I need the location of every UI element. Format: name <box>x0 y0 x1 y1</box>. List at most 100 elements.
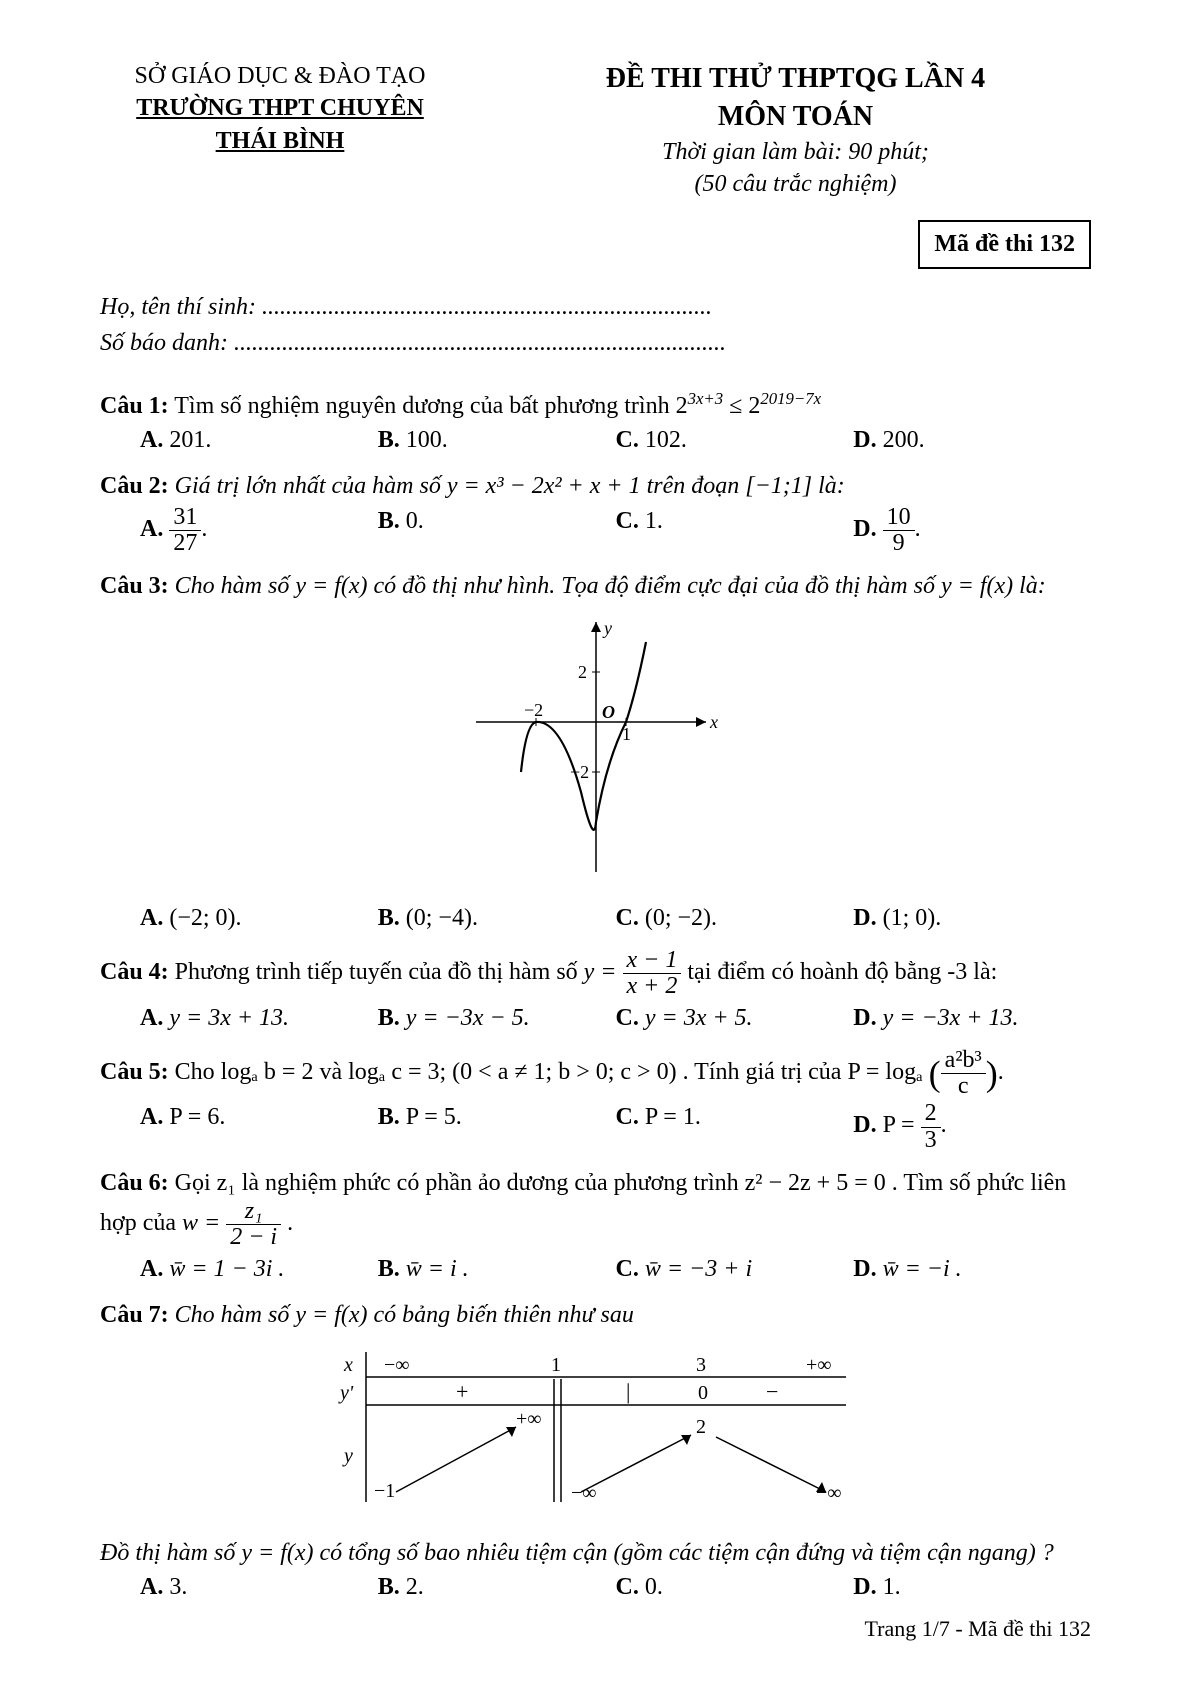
q5-P-den: c <box>941 1074 986 1099</box>
q2-opt-d: D. 109. <box>853 505 1091 556</box>
q3-graph: y x O −2 1 2 −2 <box>100 612 1091 891</box>
question-2: Câu 2: Giá trị lớn nhất của hàm số y = x… <box>100 470 1091 556</box>
opt-label-b: B. <box>378 1104 400 1130</box>
question-1: Câu 1: Tìm số nghiệm nguyên dương của bấ… <box>100 388 1091 457</box>
q1-opt-d: D. 200. <box>853 424 1091 456</box>
opt-label-d: D. <box>853 905 876 931</box>
q2-opt-c: C. 1. <box>616 505 854 556</box>
q7-a-val: 3. <box>169 1574 187 1600</box>
q1-opt-a: A. 201. <box>140 424 378 456</box>
student-id-line: Số báo danh: ...........................… <box>100 327 1091 359</box>
q7-c-val: 0. <box>645 1574 663 1600</box>
opt-label-d: D. <box>853 1113 876 1139</box>
question-6: Câu 6: Gọi z₁ là nghiệm phức có phần ảo … <box>100 1167 1091 1285</box>
q4-frac-num: x − 1 <box>623 948 682 974</box>
student-name-line: Họ, tên thí sinh: ......................… <box>100 291 1091 323</box>
q7-ymid: 2 <box>696 1416 706 1438</box>
q7-bvt-svg: x y' y −∞ 1 3 +∞ + | 0 − <box>326 1347 866 1507</box>
q5-d-den: 3 <box>921 1128 941 1153</box>
q7-yp0: + <box>456 1379 468 1404</box>
q2-options: A. 3127. B. 0. C. 1. D. 109. <box>140 505 1091 556</box>
q7-bvt-wrap: x y' y −∞ 1 3 +∞ + | 0 − <box>100 1341 1091 1526</box>
header-left: SỞ GIÁO DỤC & ĐÀO TẠO TRƯỜNG THPT CHUYÊN… <box>100 60 460 200</box>
question-4: Câu 4: Phương trình tiếp tuyến của đồ th… <box>100 948 1091 1034</box>
q1-label: Câu 1: <box>100 393 169 419</box>
q6-d-val: w̄ = −i . <box>883 1256 962 1282</box>
q2-d-num: 10 <box>883 505 915 531</box>
q7-yp2: 0 <box>698 1382 708 1404</box>
q5-stem: Cho logₐ b = 2 và logₐ c = 3; (0 < a ≠ 1… <box>169 1059 848 1085</box>
q7-x2: 3 <box>696 1354 706 1376</box>
opt-label-c: C. <box>616 1104 639 1130</box>
question-5: Câu 5: Cho logₐ b = 2 và logₐ c = 3; (0 … <box>100 1048 1091 1153</box>
q4-c-val: y = 3x + 5. <box>645 1005 753 1031</box>
q4-frac-den: x + 2 <box>623 974 682 999</box>
svg-text:y: y <box>342 1445 353 1467</box>
q1-expr-le: ≤ <box>723 393 748 419</box>
q6-opt-b: B. w̄ = i . <box>378 1253 616 1285</box>
q5-a-val: P = 6. <box>169 1104 225 1130</box>
q7-text: Câu 7: Cho hàm số y = f(x) có bảng biến … <box>100 1299 1091 1331</box>
opt-label-b: B. <box>378 1005 400 1031</box>
q3-c-val: (0; −2). <box>645 905 717 931</box>
q5-opt-d: D. P = 23. <box>853 1101 1091 1152</box>
q7-ytop: +∞ <box>516 1408 542 1430</box>
q4-d-val: y = −3x + 13. <box>883 1005 1019 1031</box>
q6-stem-2: hợp của <box>100 1210 182 1236</box>
header: SỞ GIÁO DỤC & ĐÀO TẠO TRƯỜNG THPT CHUYÊN… <box>100 60 1091 200</box>
q5-P-frac: a²b³c <box>941 1048 986 1099</box>
q2-opt-a: A. 3127. <box>140 505 378 556</box>
q1-opt-b: B. 100. <box>378 424 616 456</box>
q7-x3: +∞ <box>806 1354 832 1376</box>
opt-label-d: D. <box>853 516 876 542</box>
q2-a-den: 27 <box>169 531 201 556</box>
q6-w-frac: z₁2 − i <box>226 1199 281 1250</box>
q2-label: Câu 2: <box>100 473 169 499</box>
q1-expr-exp2: 2019−7x <box>760 389 821 408</box>
opt-label-b: B. <box>378 905 400 931</box>
opt-label-c: C. <box>616 905 639 931</box>
q6-opt-a: A. w̄ = 1 − 3i . <box>140 1253 378 1285</box>
opt-label-a: A. <box>140 516 163 542</box>
opt-label-d: D. <box>853 1256 876 1282</box>
q3-options: A. (−2; 0). B. (0; −4). C. (0; −2). D. (… <box>140 902 1091 934</box>
q1-text: Câu 1: Tìm số nghiệm nguyên dương của bấ… <box>100 388 1091 422</box>
opt-label-a: A. <box>140 1256 163 1282</box>
q2-c-val: 1. <box>645 508 663 534</box>
q6-stem-1: Gọi z₁ là nghiệm phức có phần ảo dương c… <box>169 1170 1067 1196</box>
opt-label-a: A. <box>140 427 163 453</box>
opt-label-d: D. <box>853 1574 876 1600</box>
q3-opt-c: C. (0; −2). <box>616 902 854 934</box>
q1-expr-base2: 2 <box>748 393 760 419</box>
q7-options: A. 3. B. 2. C. 0. D. 1. <box>140 1571 1091 1603</box>
q3-xlabel: x <box>709 712 718 732</box>
opt-label-b: B. <box>378 508 400 534</box>
q3-label: Câu 3: <box>100 573 169 599</box>
q6-b-val: w̄ = i . <box>406 1256 469 1282</box>
q5-d-num: 2 <box>921 1101 941 1127</box>
q6-w-prefix: w = <box>182 1210 226 1236</box>
q2-text: Câu 2: Giá trị lớn nhất của hàm số y = x… <box>100 470 1091 502</box>
q3-ylabel: y <box>602 618 612 638</box>
q7-opt-a: A. 3. <box>140 1571 378 1603</box>
q3-b-val: (0; −4). <box>406 905 478 931</box>
questions-block: Câu 1: Tìm số nghiệm nguyên dương của bấ… <box>100 388 1091 1604</box>
opt-label-a: A. <box>140 905 163 931</box>
q7-yni2: −∞ <box>816 1482 842 1504</box>
q1-options: A. 201. B. 100. C. 102. D. 200. <box>140 424 1091 456</box>
q1-c-val: 102. <box>645 427 687 453</box>
org-line-1: SỞ GIÁO DỤC & ĐÀO TẠO <box>100 60 460 92</box>
q6-opt-d: D. w̄ = −i . <box>853 1253 1091 1285</box>
q2-a-num: 31 <box>169 505 201 531</box>
q3-graph-svg: y x O −2 1 2 −2 <box>466 612 726 882</box>
q7-yp1: | <box>626 1379 630 1404</box>
opt-label-c: C. <box>616 1005 639 1031</box>
q4-frac: x − 1x + 2 <box>623 948 682 999</box>
opt-label-a: A. <box>140 1104 163 1130</box>
q4-opt-b: B. y = −3x − 5. <box>378 1002 616 1034</box>
q1-expr-base1: 2 <box>676 393 688 419</box>
q2-b-val: 0. <box>406 508 424 534</box>
q3-origin: O <box>602 702 615 722</box>
q5-opt-c: C. P = 1. <box>616 1101 854 1152</box>
q7-b-val: 2. <box>406 1574 424 1600</box>
